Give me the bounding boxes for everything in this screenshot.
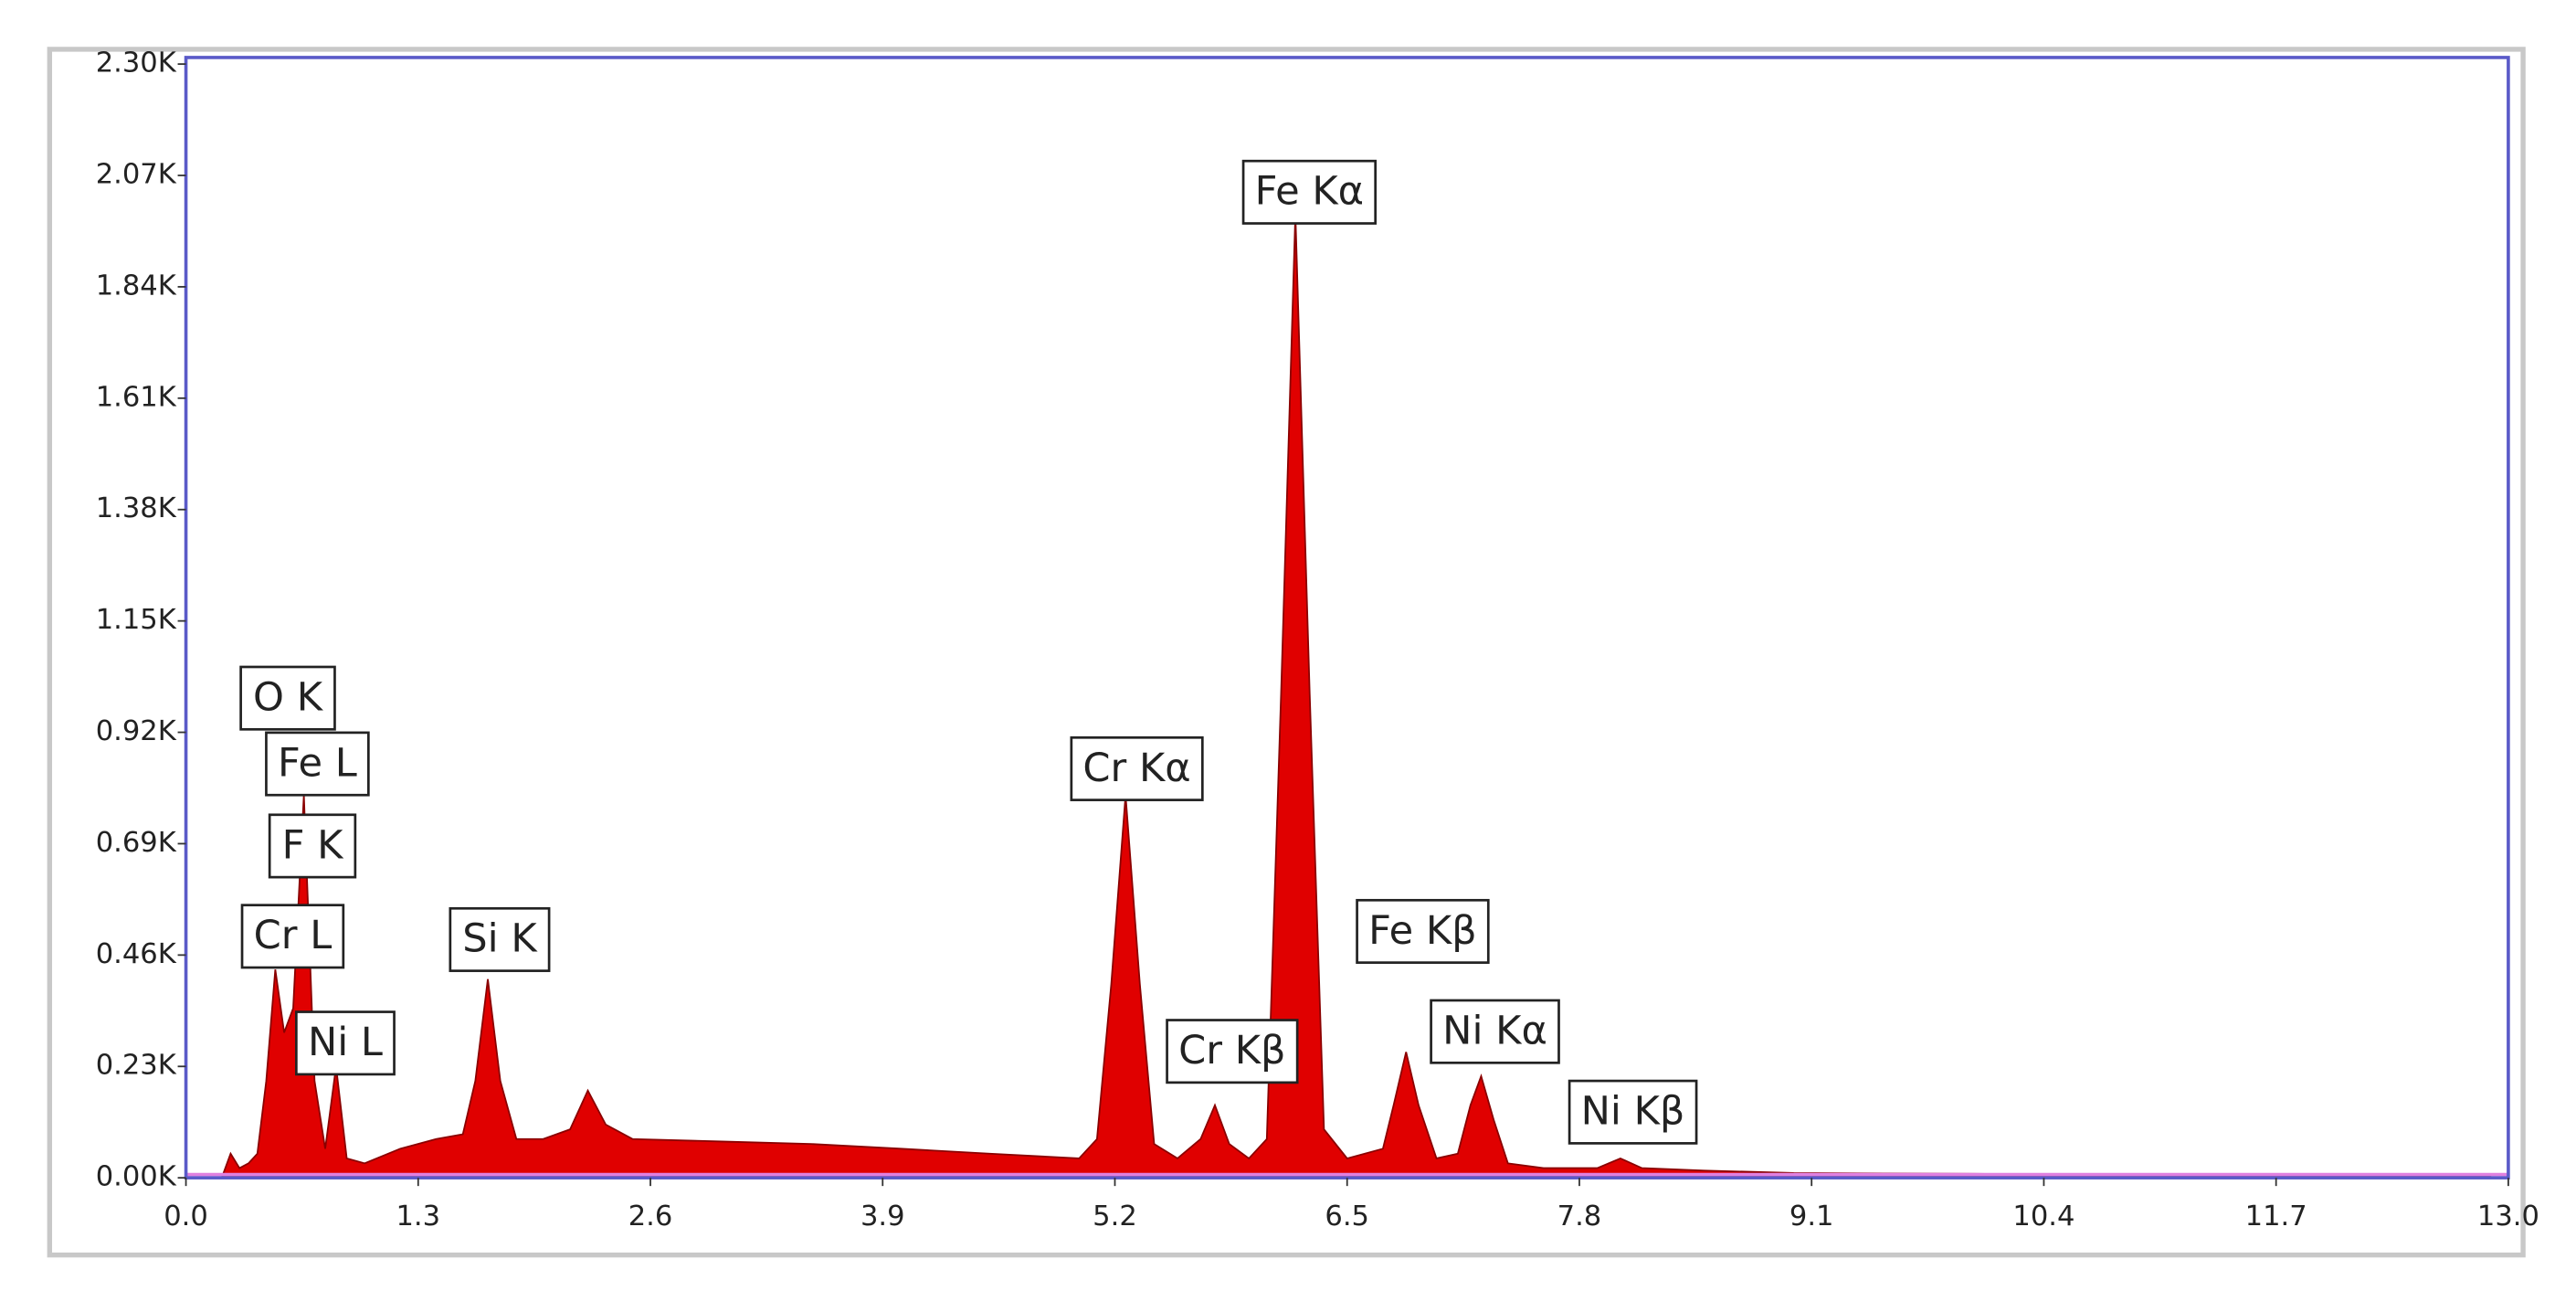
y-tick-label: 0.92K <box>96 715 177 747</box>
x-tick-label: 10.4 <box>2012 1201 2075 1232</box>
annotation-box <box>1356 898 1490 964</box>
annotation-box <box>1568 1079 1698 1145</box>
annotation-label: Fe L <box>278 740 357 786</box>
annotation-box <box>268 813 357 879</box>
x-tick-label: 11.7 <box>2245 1201 2307 1232</box>
y-tick-label: 1.84K <box>96 270 177 301</box>
x-tick-label: 6.5 <box>1325 1201 1369 1232</box>
y-tick-label: 1.61K <box>96 381 177 413</box>
y-tick-label: 0.46K <box>96 938 177 970</box>
annotation-label: Fe Kα <box>1255 169 1364 215</box>
annotation-box <box>265 731 370 797</box>
x-tick-label: 3.9 <box>860 1201 905 1232</box>
y-tick-label: 0.69K <box>96 827 177 859</box>
plot-background <box>185 57 2508 1179</box>
annotation-box <box>1166 1019 1299 1084</box>
y-tick-label: 0.23K <box>96 1050 177 1082</box>
x-tick-label: 13.0 <box>2477 1201 2539 1232</box>
annotation-label: Cr Kβ <box>1178 1028 1285 1074</box>
annotation-label: Ni Kα <box>1442 1008 1547 1053</box>
annotation-label: F K <box>282 822 345 868</box>
annotation-label: O K <box>253 674 324 720</box>
annotation-box <box>1430 999 1560 1064</box>
annotation-box <box>295 1010 396 1076</box>
y-tick-label: 1.38K <box>96 492 177 524</box>
annotation-box <box>449 906 551 972</box>
x-tick-label: 0.0 <box>164 1201 208 1232</box>
annotation-label: Si K <box>462 916 538 962</box>
annotation-box <box>1241 159 1378 225</box>
annotation-box <box>240 904 345 969</box>
x-tick-label: 9.1 <box>1789 1201 1834 1232</box>
y-tick-label: 2.07K <box>96 159 177 191</box>
y-tick-label: 2.30K <box>96 48 177 79</box>
annotation-label: Fe Kβ <box>1368 908 1477 954</box>
annotation-box <box>239 665 336 731</box>
x-tick-label: 5.2 <box>1093 1201 1137 1232</box>
spectrum-area <box>220 214 2492 1179</box>
x-tick-label: 1.3 <box>396 1201 440 1232</box>
annotation-box <box>1070 735 1204 801</box>
plot-area: 0.00K 0.23K 0.46K 0.69K 0.92K 1.15K 1.38K 1.61K… <box>96 48 2539 1232</box>
annotation-label: Ni L <box>308 1020 383 1065</box>
y-tick-label: 0.00K <box>96 1161 177 1193</box>
y-tick-label: 1.15K <box>96 604 177 636</box>
x-tick-label: 7.8 <box>1557 1201 1602 1232</box>
annotation-label: Cr Kα <box>1082 746 1190 791</box>
annotation-label: Cr L <box>254 913 333 958</box>
annotation-label: Ni Kβ <box>1581 1089 1685 1135</box>
x-tick-label: 2.6 <box>628 1201 673 1232</box>
